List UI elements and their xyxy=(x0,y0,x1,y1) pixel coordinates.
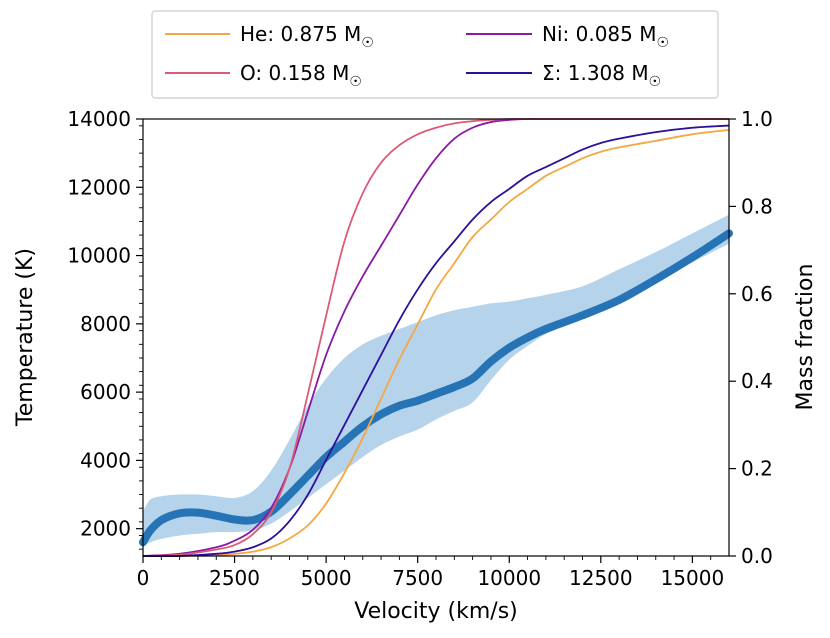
x-axis-ticks: 0 2500 5000 7500 10000 12500 15000 xyxy=(137,556,725,590)
temperature-band-layer xyxy=(143,214,729,546)
x-tick-label: 7500 xyxy=(392,566,443,590)
legend-he-sun: ☉ xyxy=(361,35,374,51)
legend-he-text: He: 0.875 M xyxy=(240,22,361,46)
y-right-tick-label: 0.2 xyxy=(741,457,773,481)
legend-o-label: O: 0.158 M☉ xyxy=(240,61,362,90)
y-right-axis-ticks: 0.0 0.2 0.4 0.6 0.8 1.0 xyxy=(729,107,773,568)
x-tick-label: 10000 xyxy=(477,566,541,590)
legend-sigma-text: Σ: 1.308 M xyxy=(542,61,649,85)
legend-he-label: He: 0.875 M☉ xyxy=(240,22,374,51)
y-right-tick-label: 0.4 xyxy=(741,369,773,393)
y-left-tick-label: 8000 xyxy=(80,312,131,336)
y-right-tick-label: 0.6 xyxy=(741,282,773,306)
legend-sigma-sun: ☉ xyxy=(649,74,662,90)
y-left-tick-label: 10000 xyxy=(67,244,131,268)
y-right-tick-label: 0.0 xyxy=(741,544,773,568)
x-tick-label: 5000 xyxy=(301,566,352,590)
y-left-tick-label: 6000 xyxy=(80,380,131,404)
legend-frame xyxy=(151,10,719,99)
legend-ni-label: Ni: 0.085 M☉ xyxy=(542,22,669,51)
x-tick-label: 12500 xyxy=(569,566,633,590)
x-tick-label: 15000 xyxy=(661,566,725,590)
mass-fraction-line-sigma xyxy=(142,124,730,558)
y-left-axis-ticks: 2000 4000 6000 8000 10000 12000 14000 xyxy=(67,107,143,550)
legend-o-sun: ☉ xyxy=(349,74,362,90)
temperature-line-layer xyxy=(139,229,733,547)
temperature-line xyxy=(139,229,733,547)
x-axis-label: Velocity (km/s) xyxy=(354,599,518,624)
legend-ni-text: Ni: 0.085 M xyxy=(542,22,656,46)
y-left-axis-label: Temperature (K) xyxy=(13,248,38,427)
y-left-tick-label: 14000 xyxy=(67,107,131,131)
legend: He: 0.875 M☉ Ni: 0.085 M☉ O: 0.158 M☉ Σ:… xyxy=(151,10,719,99)
x-tick-label: 2500 xyxy=(209,566,260,590)
y-left-tick-label: 4000 xyxy=(80,448,131,472)
y-right-tick-label: 0.8 xyxy=(741,194,773,218)
y-left-tick-label: 12000 xyxy=(67,175,131,199)
legend-sigma-label: Σ: 1.308 M☉ xyxy=(542,61,661,90)
mass-fraction-line-he xyxy=(142,129,730,557)
y-right-axis-label: Mass fraction xyxy=(793,264,818,411)
x-tick-label: 0 xyxy=(137,566,150,590)
legend-ni-sun: ☉ xyxy=(656,35,669,51)
temperature-band xyxy=(143,214,729,546)
legend-o-text: O: 0.158 M xyxy=(240,61,349,85)
y-left-tick-label: 2000 xyxy=(80,517,131,541)
y-right-tick-label: 1.0 xyxy=(741,107,773,131)
